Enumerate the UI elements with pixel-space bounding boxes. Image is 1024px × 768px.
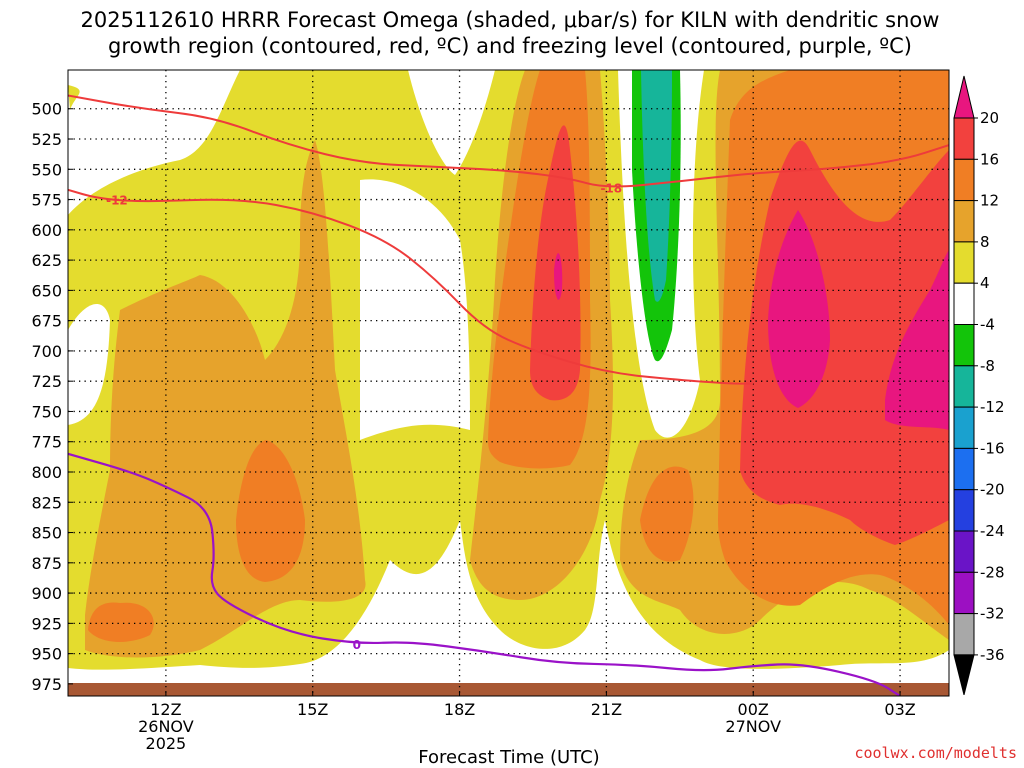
colorbar-swatch [953, 613, 975, 656]
credit-text: coolwx.com/modelts [854, 744, 1017, 762]
colorbar-swatch [953, 282, 975, 326]
colorbar-label: -4 [980, 316, 995, 334]
dgz-contour-label: -12 [106, 194, 128, 208]
x-tick-label: 21Z [591, 700, 622, 719]
y-tick-label: 800 [31, 463, 62, 482]
x-tick-label: 00Z [738, 700, 769, 719]
colorbar-top-arrow [953, 75, 975, 119]
omega-shading [68, 70, 949, 696]
y-tick-label: 750 [31, 402, 62, 421]
colorbar-bottom-arrow [953, 654, 975, 696]
y-tick-label: 700 [31, 342, 62, 361]
y-tick-label: 850 [31, 524, 62, 543]
y-tick-label: 950 [31, 645, 62, 664]
y-tick-label: 500 [31, 100, 62, 119]
colorbar-swatch [953, 447, 975, 491]
colorbar-label: -24 [980, 522, 1005, 540]
y-tick-label: 675 [31, 312, 62, 331]
colorbar-label: 8 [980, 233, 990, 251]
y-tick-label: 650 [31, 281, 62, 300]
colorbar: 20 16 12 8 4 -4 -8 -12 -16 -20 -24 -28 -32 -36 [953, 75, 1005, 696]
chart-title-line1: 2025112610 HRRR Forecast Omega (shaded, … [81, 8, 940, 32]
colorbar-label: 16 [980, 150, 999, 168]
x-tick-label: 15Z [297, 700, 328, 719]
colorbar-swatch [953, 530, 975, 573]
colorbar-label: 20 [980, 109, 999, 127]
y-tick-label: 550 [31, 160, 62, 179]
plot-frame [67, 69, 950, 697]
x-tick-label: 26NOV [138, 717, 194, 736]
omega-20-region-edge [885, 250, 949, 430]
omega-20-region-central [554, 253, 563, 300]
y-tick-label: 825 [31, 493, 62, 512]
omega-12-region-west [88, 602, 154, 642]
freezing-level-contour-label: 0 [353, 638, 361, 652]
x-tick-label: 12Z [150, 700, 181, 719]
colorbar-label: -36 [980, 646, 1005, 664]
omega-minus8-region [641, 70, 672, 302]
y-tick-label: 775 [31, 433, 62, 452]
x-tick-label: 03Z [884, 700, 915, 719]
ground-surface [68, 683, 949, 696]
y-tick-label: 625 [31, 251, 62, 270]
y-tick-label: 975 [31, 675, 62, 694]
x-tick-label: 27NOV [725, 717, 781, 736]
colorbar-swatch [953, 324, 975, 367]
freezing-level-contour-line [68, 452, 901, 696]
omega-below4-gap-4 [408, 70, 495, 175]
y-tick-label: 575 [31, 191, 62, 210]
colorbar-swatch [953, 241, 975, 284]
chart-title-line2: growth region (contoured, red, ºC) and f… [108, 34, 912, 58]
colorbar-swatch [953, 406, 975, 449]
dgz-contour-label: -18 [600, 181, 622, 195]
colorbar-label: 4 [980, 274, 990, 292]
dgz-contour-line [68, 188, 754, 385]
x-axis-title: Forecast Time (UTC) [418, 747, 599, 768]
omega-below4-gap-1 [360, 179, 470, 441]
colorbar-label: 12 [980, 192, 999, 210]
omega-below4-gap-2 [68, 303, 110, 425]
colorbar-swatch [953, 158, 975, 202]
y-tick-label: 875 [31, 554, 62, 573]
omega-12-region-small [236, 440, 305, 582]
colorbar-label: -32 [980, 605, 1005, 623]
pressure-axis: 500 525 550 575 600 625 650 675 700 725 750 775 800 8… [31, 100, 73, 694]
colorbar-swatch [953, 571, 975, 615]
colorbar-swatch [953, 200, 975, 243]
y-tick-label: 525 [31, 130, 62, 149]
colorbar-swatch [953, 117, 975, 160]
colorbar-label: -8 [980, 357, 995, 375]
colorbar-label: -16 [980, 439, 1005, 457]
contour-lines: -12 -18 0 [68, 94, 949, 696]
dotted-gridlines [68, 70, 949, 696]
colorbar-label: -12 [980, 398, 1005, 416]
colorbar-label: -20 [980, 481, 1005, 499]
colorbar-label: -28 [980, 563, 1005, 581]
x-tick-label: 18Z [444, 700, 475, 719]
colorbar-swatch [953, 365, 975, 408]
y-tick-label: 725 [31, 372, 62, 391]
colorbar-swatch [953, 489, 975, 532]
y-tick-label: 900 [31, 584, 62, 603]
x-tick-label: 2025 [146, 734, 187, 753]
y-tick-label: 925 [31, 614, 62, 633]
y-tick-label: 600 [31, 221, 62, 240]
dgz-contour-line [68, 94, 949, 188]
